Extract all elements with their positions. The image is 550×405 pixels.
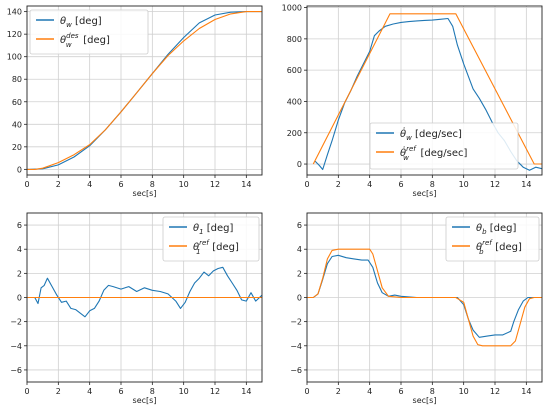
series-line-theta_w_dot_ref [312, 13, 542, 165]
x-tick-label: 14 [241, 387, 251, 396]
y-tick-label: −6 [290, 366, 302, 375]
x-tick-label: 6 [118, 387, 123, 396]
series-line-theta_w_des [27, 11, 262, 170]
y-tick-label: −2 [290, 318, 302, 327]
x-tick-label: 2 [336, 387, 341, 396]
x-tick-label: 12 [490, 180, 500, 189]
legend-label-theta_1_ref: θref 1 [deg] [193, 239, 239, 256]
x-tick-label: 4 [87, 387, 92, 396]
y-tick-label: −2 [10, 318, 22, 327]
legend: θw [deg] θdes w [deg] [29, 9, 149, 55]
chart-2: 0 2 4 6 8 10 12 14 0 200 400 600 800 1000 sec[s] θ̇w [d… [282, 4, 543, 198]
y-tick-label: 4 [17, 245, 22, 254]
y-tick-label: 60 [12, 98, 22, 107]
x-tick-label: 10 [179, 387, 189, 396]
y-tick-label: 1000 [282, 4, 302, 13]
x-tick-label: 10 [459, 387, 469, 396]
x-tick-label: 14 [521, 387, 531, 396]
x-tick-label: 8 [150, 387, 155, 396]
legend: θb [deg] θref b [deg] [445, 216, 540, 262]
x-tick-label: 14 [241, 180, 251, 189]
x-axis-label: sec[s] [133, 396, 157, 405]
plot-frame [306, 212, 543, 383]
y-tick-label: 600 [287, 66, 302, 75]
y-tick-label: −4 [290, 342, 302, 351]
x-tick-label: 0 [24, 387, 29, 396]
legend: θ1 [deg] θref 1 [deg] [162, 216, 260, 262]
x-tick-label: 0 [24, 180, 29, 189]
x-tick-label: 0 [304, 387, 309, 396]
legend-box [369, 122, 519, 170]
y-tick-label: 2 [17, 269, 22, 278]
x-tick-label: 12 [490, 387, 500, 396]
series-line-theta_1 [27, 266, 262, 318]
legend-box [162, 216, 260, 262]
y-tick-label: −6 [10, 366, 22, 375]
legend-box [445, 216, 540, 262]
x-tick-label: 0 [304, 180, 309, 189]
y-tick-label: 0 [17, 294, 22, 303]
y-tick-label: −4 [10, 342, 22, 351]
x-tick-label: 10 [179, 180, 189, 189]
y-tick-label: 0 [297, 294, 302, 303]
x-axis-label: sec[s] [133, 189, 157, 198]
x-tick-label: 6 [398, 387, 403, 396]
x-tick-label: 10 [459, 180, 469, 189]
legend-box [29, 9, 149, 55]
x-tick-label: 6 [398, 180, 403, 189]
y-tick-label: 0 [297, 160, 302, 169]
chart-4: 0 2 4 6 8 10 12 14 −6 −4 −2 0 2 4 6 sec[s] θb [deg] θref b… [290, 212, 543, 405]
y-tick-label: 100 [7, 53, 22, 62]
x-tick-label: 8 [150, 180, 155, 189]
legend-label-theta_w_dot: θ̇w [deg/sec] [400, 126, 462, 142]
x-tick-label: 14 [521, 180, 531, 189]
plot-frame [306, 5, 543, 176]
x-tick-label: 4 [367, 387, 372, 396]
chart-3: 0 2 4 6 8 10 12 14 −6 −4 −2 0 2 4 6 sec[s] θ1 [deg] θref 1… [10, 212, 263, 405]
x-axis-label: sec[s] [413, 189, 437, 198]
y-tick-label: 2 [297, 269, 302, 278]
legend: θ̇w [deg/sec] θ̇ref w [deg/sec] [369, 122, 519, 170]
y-tick-label: 80 [12, 75, 22, 84]
x-tick-label: 6 [118, 180, 123, 189]
x-tick-label: 4 [367, 180, 372, 189]
y-tick-label: 0 [17, 165, 22, 174]
x-axis-label: sec[s] [413, 396, 437, 405]
plot-frame [26, 212, 263, 383]
y-tick-label: 200 [287, 129, 302, 138]
legend-label-theta_1: θ1 [deg] [193, 223, 234, 236]
y-tick-label: 140 [7, 8, 22, 17]
legend-label-theta_w: θw [deg] [60, 16, 102, 29]
y-tick-label: 6 [17, 221, 22, 230]
x-tick-label: 8 [430, 387, 435, 396]
y-tick-label: 400 [287, 97, 302, 106]
y-tick-label: 120 [7, 30, 22, 39]
y-tick-label: 4 [297, 245, 302, 254]
legend-label-theta_b_ref: θref b [deg] [476, 239, 522, 256]
x-tick-label: 8 [430, 180, 435, 189]
x-tick-label: 4 [87, 180, 92, 189]
plot-frame [26, 5, 263, 176]
series-line-theta_b [307, 254, 542, 338]
legend-label-theta_w_des: θdes w [deg] [60, 32, 110, 49]
y-tick-label: 6 [297, 221, 302, 230]
y-tick-label: 40 [12, 120, 22, 129]
x-tick-label: 2 [336, 180, 341, 189]
legend-label-theta_b: θb [deg] [476, 223, 517, 236]
x-tick-label: 12 [210, 180, 220, 189]
y-tick-label: 800 [287, 35, 302, 44]
x-tick-label: 2 [56, 387, 61, 396]
y-tick-label: 20 [12, 143, 22, 152]
x-tick-label: 2 [56, 180, 61, 189]
x-tick-label: 12 [210, 387, 220, 396]
series-line-theta_b_ref [307, 248, 542, 347]
legend-label-theta_w_dot_ref: θ̇ref w [deg/sec] [400, 145, 467, 162]
